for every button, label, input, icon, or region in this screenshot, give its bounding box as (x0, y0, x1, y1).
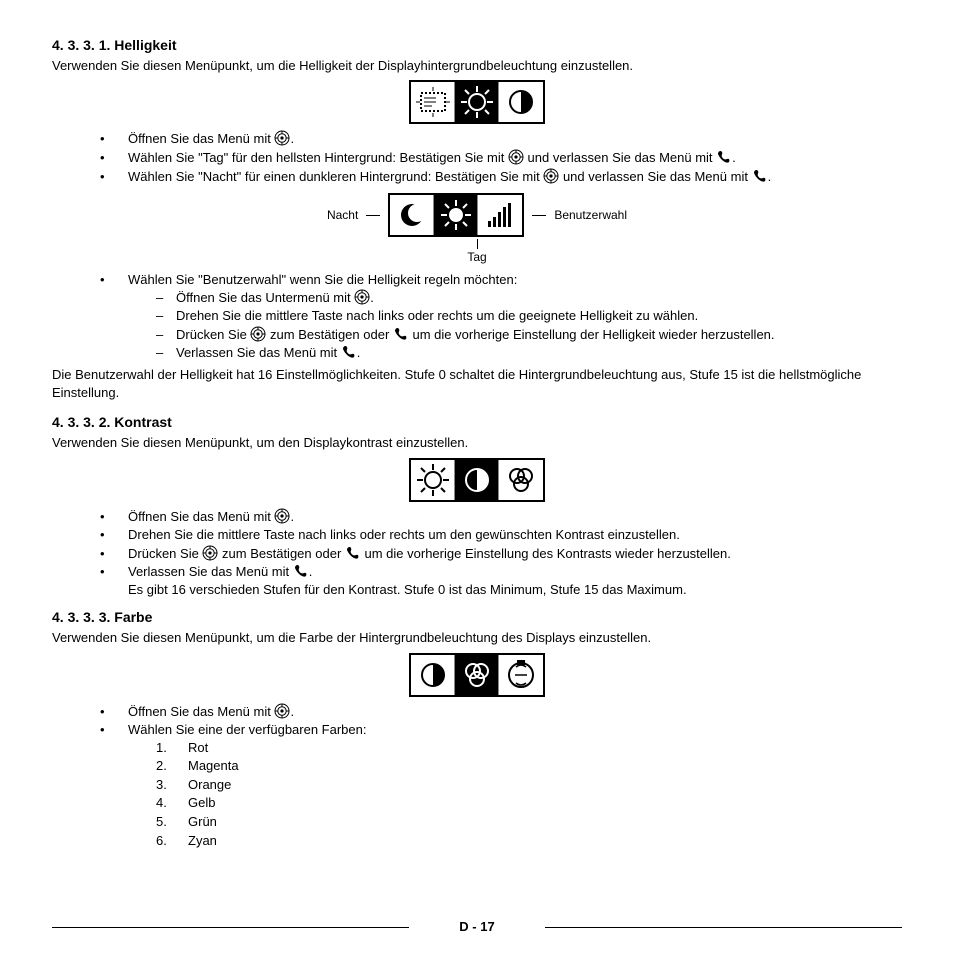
wheel-icon (202, 545, 218, 561)
text: Wählen Sie "Tag" für den hellsten Hinter… (128, 150, 508, 165)
list-item: Wählen Sie "Benutzerwahl" wenn Sie die H… (100, 271, 902, 362)
list-item: Wählen Sie "Nacht" für einen dunkleren H… (100, 168, 902, 186)
list-item: Öffnen Sie das Menü mit . (100, 703, 902, 721)
lang-icon (499, 655, 543, 695)
intro-helligkeit: Verwenden Sie diesen Menüpunkt, um die H… (52, 57, 902, 75)
phone-icon (752, 168, 768, 184)
color-item: 3.Orange (156, 776, 902, 794)
text: Es gibt 16 verschieden Stufen für den Ko… (128, 582, 687, 597)
rgb-icon (499, 460, 543, 500)
list-item: Wählen Sie eine der verfügbaren Farben: … (100, 721, 902, 849)
list-item: Drücken Sie zum Bestätigen oder um die v… (100, 545, 902, 563)
figure-kontrast (409, 458, 545, 502)
text: um die vorherige Einstellung des Kontras… (361, 546, 731, 561)
wheel-icon (274, 703, 290, 719)
list-item: Verlassen Sie das Menü mit . (156, 344, 902, 362)
figure-farbe (409, 653, 545, 697)
heading-farbe: 4. 3. 3. 3. Farbe (52, 608, 902, 627)
text: Öffnen Sie das Menü mit (128, 131, 274, 146)
color-item: 5.Grün (156, 813, 902, 831)
list-item: Wählen Sie "Tag" für den hellsten Hinter… (100, 149, 902, 167)
sun-icon (455, 82, 499, 122)
phone-icon (341, 344, 357, 360)
label-tag-wrap: Tag (52, 239, 902, 265)
page-footer: D - 17 (52, 918, 902, 936)
list-item: Verlassen Sie das Menü mit .Es gibt 16 v… (100, 563, 902, 598)
text: Wählen Sie eine der verfügbaren Farben: (128, 722, 366, 737)
text: Verlassen Sie das Menü mit (176, 345, 341, 360)
wheel-icon (543, 168, 559, 184)
text: Wählen Sie "Benutzerwahl" wenn Sie die H… (128, 272, 517, 287)
contrast-icon (411, 655, 455, 695)
wheel-icon (274, 508, 290, 524)
text: Öffnen Sie das Menü mit (128, 509, 274, 524)
figure-helligkeit-2: Nacht Benutzerwahl (52, 193, 902, 237)
text: und verlassen Sie das Menü mit (524, 150, 716, 165)
text: Drücken Sie (128, 546, 202, 561)
outro-helligkeit: Die Benutzerwahl der Helligkeit hat 16 E… (52, 366, 902, 401)
text: und verlassen Sie das Menü mit (559, 169, 751, 184)
text: Wählen Sie "Nacht" für einen dunkleren H… (128, 169, 543, 184)
phone-icon (345, 545, 361, 561)
text: Verlassen Sie das Menü mit (128, 564, 293, 579)
text: Öffnen Sie das Menü mit (128, 704, 274, 719)
contrast-icon (499, 82, 543, 122)
bars-icon (478, 195, 522, 235)
figure-helligkeit-1 (409, 80, 545, 124)
heading-helligkeit: 4. 3. 3. 1. Helligkeit (52, 36, 902, 55)
text: zum Bestätigen oder (266, 327, 392, 342)
moon-icon (390, 195, 434, 235)
sun-icon (411, 460, 455, 500)
wheel-icon (274, 130, 290, 146)
list-item: Drehen Sie die mittlere Taste nach links… (156, 307, 902, 325)
wheel-icon (354, 289, 370, 305)
color-item: 2.Magenta (156, 757, 902, 775)
color-item: 6.Zyan (156, 832, 902, 850)
list-item: Drehen Sie die mittlere Taste nach links… (100, 526, 902, 544)
text: um die vorherige Einstellung der Helligk… (409, 327, 775, 342)
label-tag: Tag (467, 250, 486, 264)
sunfill-icon (434, 195, 478, 235)
color-item: 4.Gelb (156, 794, 902, 812)
screen-icon (411, 82, 455, 122)
color-item: 1.Rot (156, 739, 902, 757)
list-item: Drücken Sie zum Bestätigen oder um die v… (156, 326, 902, 344)
label-benutzerwahl: Benutzerwahl (554, 207, 627, 223)
phone-icon (293, 563, 309, 579)
list-item: Öffnen Sie das Untermenü mit . (156, 289, 902, 307)
text: Öffnen Sie das Untermenü mit (176, 290, 354, 305)
heading-kontrast: 4. 3. 3. 2. Kontrast (52, 413, 902, 432)
contrast-icon (455, 460, 499, 500)
text: Drücken Sie (176, 327, 250, 342)
intro-kontrast: Verwenden Sie diesen Menüpunkt, um den D… (52, 434, 902, 452)
wheel-icon (508, 149, 524, 165)
wheel-icon (250, 326, 266, 342)
phone-icon (393, 326, 409, 342)
page-number: D - 17 (459, 919, 494, 934)
list-item: Öffnen Sie das Menü mit . (100, 508, 902, 526)
text: zum Bestätigen oder (218, 546, 344, 561)
label-nacht: Nacht (327, 207, 358, 223)
intro-farbe: Verwenden Sie diesen Menüpunkt, um die F… (52, 629, 902, 647)
rgb-icon (455, 655, 499, 695)
list-item: Öffnen Sie das Menü mit . (100, 130, 902, 148)
phone-icon (716, 149, 732, 165)
